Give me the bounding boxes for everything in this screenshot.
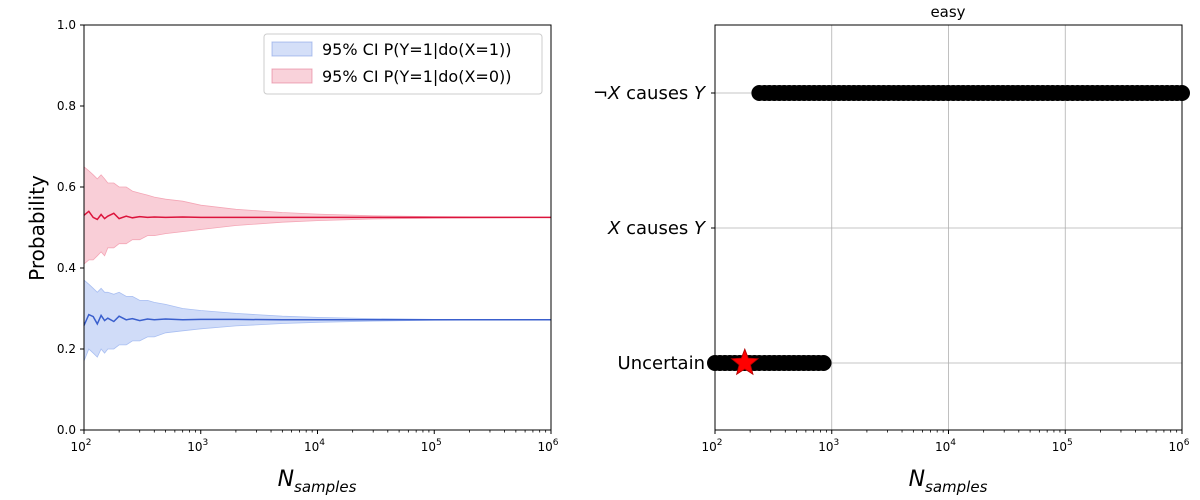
- ci-band-1: [83, 165, 552, 265]
- y-axis-ticks: 0.0 0.2 0.4 0.6 0.8 1.0: [57, 18, 84, 437]
- probability-chart: 0.0 0.2 0.4 0.6 0.8 1.0 102 103 104 105 106 Proba…: [25, 18, 559, 496]
- ci-bands: [83, 165, 552, 362]
- legend-label-x1: 95% CI P(Y=1|do(X=1)): [322, 40, 511, 59]
- x-tick-label: 103: [187, 438, 208, 454]
- chart-title: easy: [930, 3, 965, 21]
- legend-swatch-x0: [271, 68, 313, 84]
- y-tick-label: 0.2: [57, 342, 76, 356]
- ci-band-0: [83, 279, 552, 362]
- y-category-ticks: Uncertain X causes Y ¬X causes Y: [593, 83, 715, 374]
- y-category-label: X causes Y: [607, 218, 707, 239]
- x-tick-label: 104: [304, 438, 325, 454]
- mean-lines: [83, 210, 551, 326]
- y-tick-label: 0.8: [57, 99, 76, 113]
- decision-markers: [707, 85, 1190, 376]
- truth-star-marker: [730, 347, 760, 376]
- x-axis-ticks: 102 103 104 105 106: [70, 430, 559, 454]
- y-tick-label: 0.0: [57, 423, 76, 437]
- x-axis-label-right: Nsamples: [909, 467, 988, 496]
- legend-box: [263, 33, 543, 95]
- y-tick-label: 1.0: [57, 18, 76, 32]
- legend: 95% CI P(Y=1|do(X=1)) 95% CI P(Y=1|do(X=…: [263, 33, 543, 95]
- legend-swatch-x1: [271, 41, 313, 57]
- decision-point: [815, 355, 832, 371]
- x-axis-ticks: 102 103 104 105 106: [701, 430, 1190, 454]
- x-tick-label: 103: [818, 438, 839, 454]
- mean-line-1: [83, 210, 551, 221]
- legend-label-x0: 95% CI P(Y=1|do(X=0)): [322, 67, 511, 86]
- x-tick-label: 102: [701, 438, 722, 454]
- x-tick-label: 104: [935, 438, 956, 454]
- x-tick-label: 105: [421, 438, 442, 454]
- y-category-label: ¬X causes Y: [593, 83, 707, 104]
- x-tick-label: 106: [537, 438, 558, 454]
- mean-line-0: [83, 313, 551, 326]
- y-category-label: Uncertain: [618, 353, 705, 374]
- x-tick-label: 102: [70, 438, 91, 454]
- x-axis-label: Nsamples: [278, 467, 357, 496]
- y-axis-label: Probability: [25, 175, 49, 281]
- y-tick-label: 0.6: [57, 180, 76, 194]
- x-tick-label: 106: [1168, 438, 1189, 454]
- y-tick-label: 0.4: [57, 261, 76, 275]
- x-tick-label: 105: [1052, 438, 1073, 454]
